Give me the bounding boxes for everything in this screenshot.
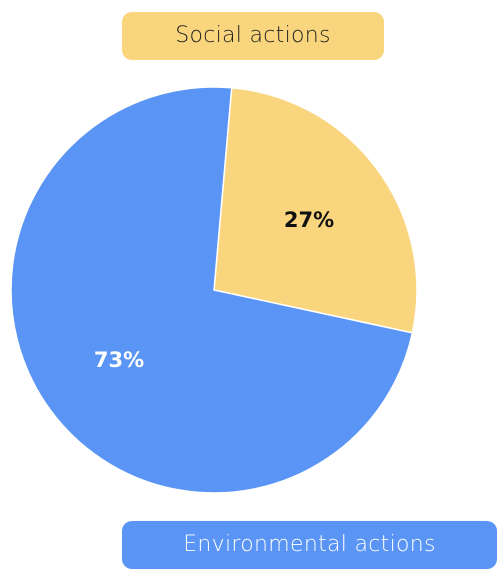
pie-slice-social-actions bbox=[213, 86, 418, 334]
pie-slice-environmental-actions bbox=[10, 86, 414, 494]
legend-environmental-actions: Environmental actions bbox=[122, 521, 497, 569]
pie-label-social-actions: 27% bbox=[284, 208, 334, 232]
pie-label-environmental-actions: 73% bbox=[94, 348, 144, 372]
legend-social-actions: Social actions bbox=[122, 12, 384, 60]
pie-value-labels: 27% 73% bbox=[94, 208, 334, 372]
pie-slices bbox=[10, 86, 418, 494]
